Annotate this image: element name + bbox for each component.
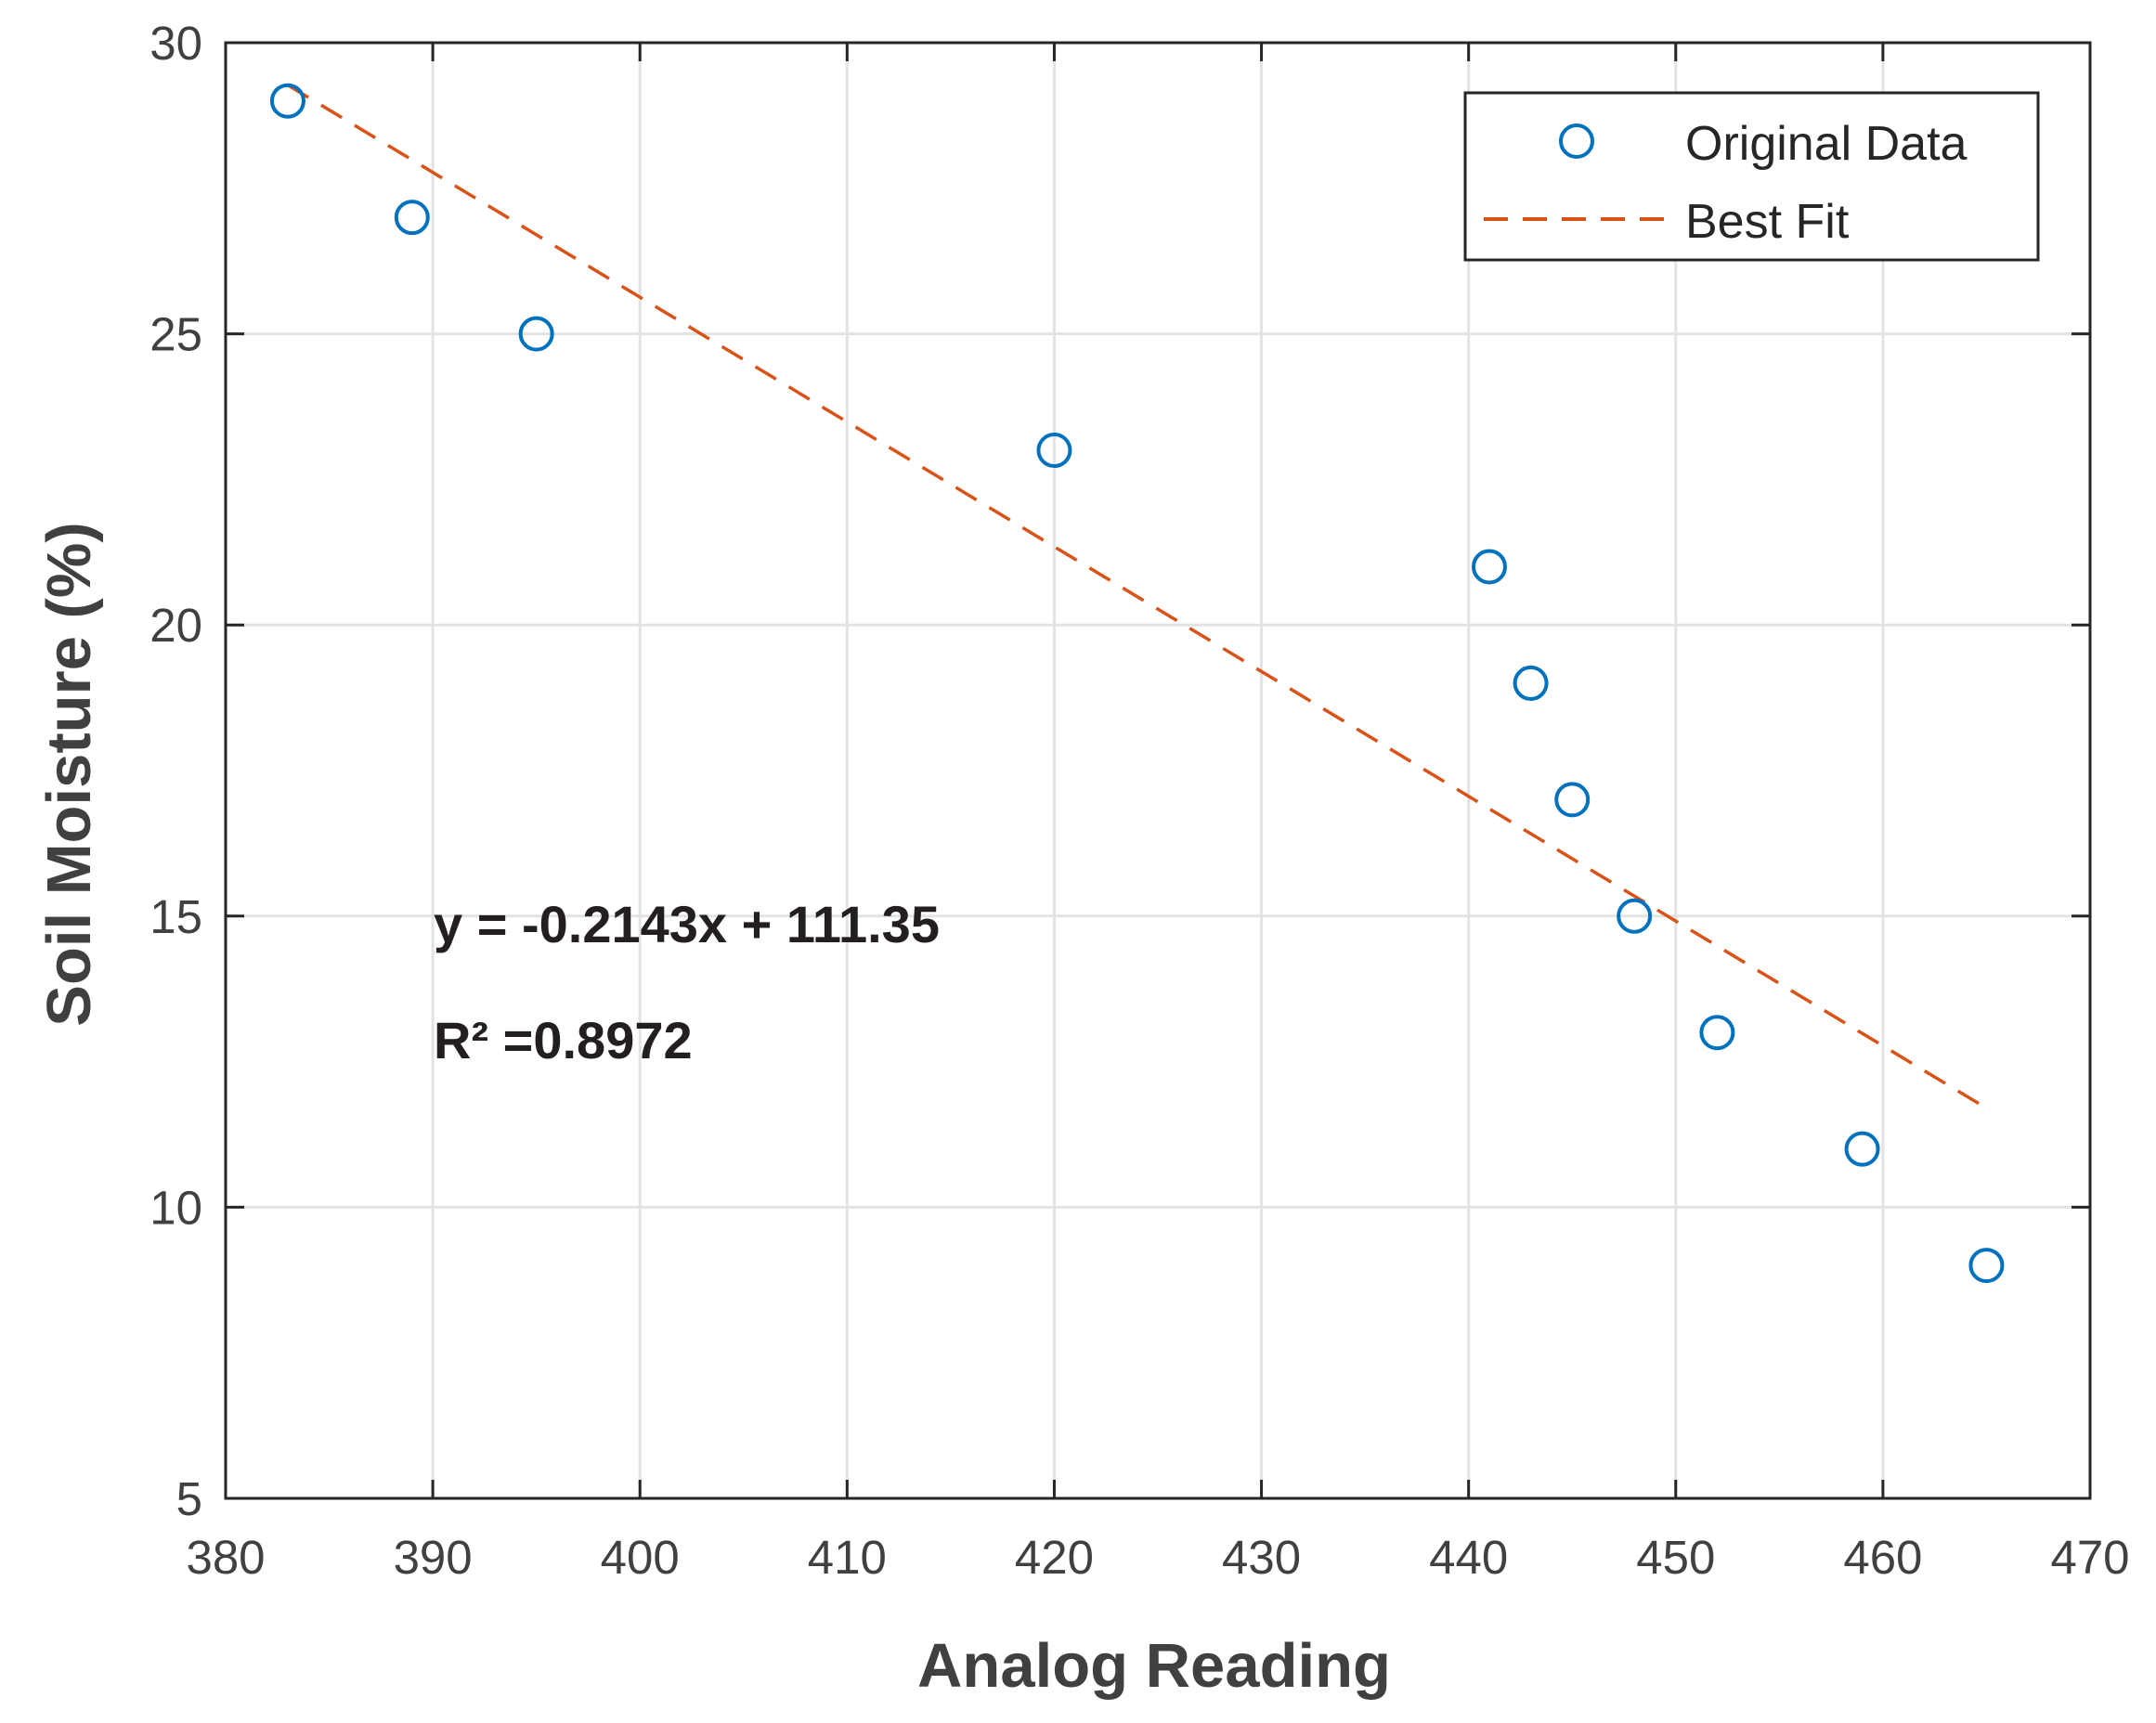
y-axis-tick-labels: 5 10 15 20 25 30 [149, 17, 202, 1525]
x-axis-tick-labels: 380 390 400 410 420 430 440 450 460 470 [186, 1531, 2129, 1584]
data-point [394, 200, 430, 236]
x-tick-label: 430 [1222, 1531, 1301, 1584]
y-tick-label: 20 [149, 599, 202, 652]
x-tick-label: 470 [2050, 1531, 2129, 1584]
x-axis-title: Analog Reading [917, 1631, 1391, 1701]
data-point [1617, 898, 1653, 934]
data-point [1554, 782, 1591, 818]
y-axis-title: Soil Moisture (%) [34, 522, 104, 1026]
y-tick-label: 5 [176, 1472, 202, 1525]
data-point [1968, 1248, 2005, 1284]
legend-box [1463, 91, 2040, 262]
legend: Original Data Best Fit [1463, 91, 2040, 262]
data-point [1036, 433, 1072, 469]
data-point [518, 316, 554, 352]
r-squared-annotation: R² =0.8972 [434, 1011, 693, 1069]
y-tick-label: 30 [149, 17, 202, 70]
data-point [1699, 1015, 1735, 1051]
x-tick-label: 460 [1843, 1531, 1922, 1584]
legend-marker-original-data [1559, 123, 1594, 159]
original-data-series [269, 83, 2005, 1284]
best-fit-line [287, 84, 1988, 1110]
x-tick-label: 420 [1015, 1531, 1094, 1584]
best-fit-series [287, 84, 1988, 1110]
data-point [1844, 1131, 1880, 1167]
y-tick-label: 25 [149, 308, 202, 361]
x-tick-label: 390 [394, 1531, 473, 1584]
y-tick-label: 15 [149, 890, 202, 943]
x-tick-label: 450 [1636, 1531, 1715, 1584]
data-point [269, 83, 305, 119]
x-tick-label: 410 [808, 1531, 887, 1584]
data-point [1471, 549, 1507, 585]
legend-label-original-data: Original Data [1685, 117, 1968, 171]
data-point [1513, 665, 1549, 701]
axis-ticks [224, 41, 2092, 1500]
x-tick-label: 380 [186, 1531, 265, 1584]
x-tick-label: 400 [601, 1531, 680, 1584]
y-tick-label: 10 [149, 1181, 202, 1234]
x-tick-label: 440 [1429, 1531, 1508, 1584]
legend-label-best-fit: Best Fit [1685, 195, 1850, 249]
fit-equation-annotation: y = -0.2143x + 111.35 [434, 895, 940, 953]
plot-area-frame [224, 41, 2092, 1500]
